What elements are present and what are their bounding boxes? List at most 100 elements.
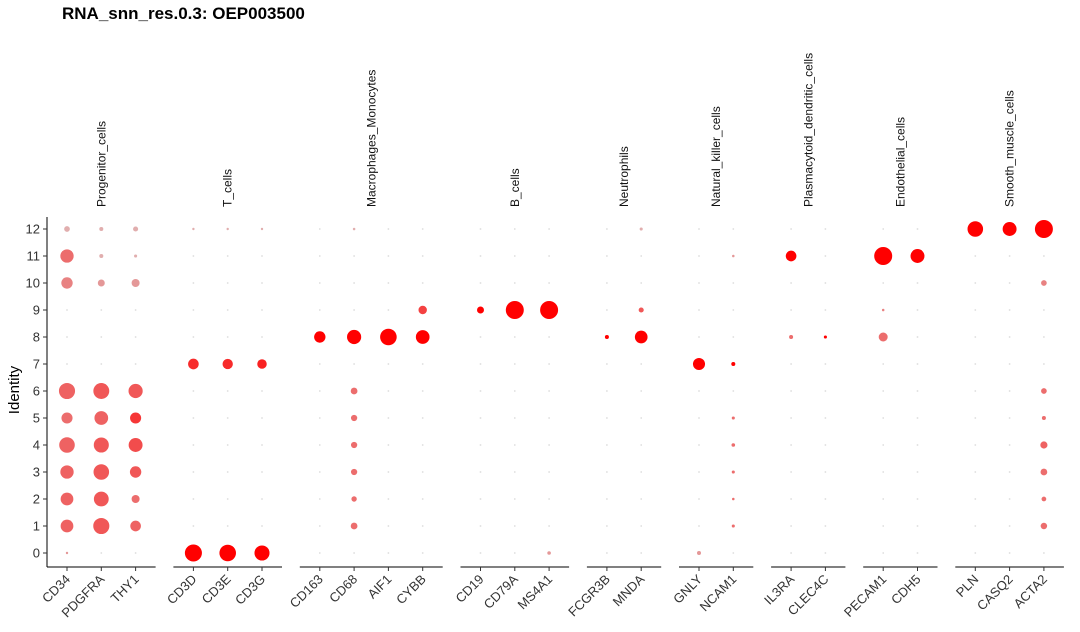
dot-cd68-id-3 — [350, 468, 358, 476]
empty-dot — [640, 255, 643, 257]
empty-dot — [698, 255, 700, 257]
empty-dot — [548, 525, 550, 527]
empty-dot — [1043, 255, 1045, 257]
empty-dot — [261, 282, 263, 284]
empty-dot — [824, 282, 827, 284]
dot-cd19-id-9 — [477, 306, 484, 314]
empty-dot — [606, 444, 608, 446]
dot-cd34-id-5 — [61, 412, 73, 424]
empty-dot — [513, 363, 516, 365]
y-tick-label-6: 6 — [33, 384, 40, 399]
empty-dot — [226, 282, 229, 284]
empty-dot — [261, 390, 263, 392]
empty-dot — [261, 444, 263, 446]
empty-dot — [824, 498, 827, 500]
empty-dot — [387, 498, 390, 500]
dot-cybb-id-8 — [415, 330, 430, 344]
empty-dot — [790, 444, 792, 446]
empty-dot — [732, 390, 735, 392]
empty-dot — [479, 228, 482, 230]
empty-dot — [479, 336, 482, 338]
empty-dot — [698, 525, 700, 527]
empty-dot — [479, 255, 482, 257]
empty-dot — [134, 363, 137, 365]
dot-ncam1-id-4 — [731, 443, 736, 447]
dot-cd34-id-0 — [65, 551, 69, 555]
empty-dot — [916, 525, 919, 527]
empty-dot — [606, 552, 608, 554]
empty-dot — [1008, 309, 1011, 311]
empty-dot — [548, 417, 550, 419]
chart-title: RNA_snn_res.0.3: OEP003500 — [62, 4, 305, 23]
empty-dot — [916, 363, 919, 365]
y-tick-label-4: 4 — [33, 438, 40, 453]
empty-dot — [882, 363, 885, 365]
dot-cd79a-id-9 — [505, 301, 524, 319]
dot-cd68-id-4 — [350, 441, 358, 449]
dot-thy1-id-11 — [134, 254, 138, 258]
empty-dot — [226, 525, 229, 527]
empty-dot — [974, 417, 977, 419]
empty-dot — [790, 552, 792, 554]
empty-dot — [548, 390, 550, 392]
empty-dot — [606, 525, 608, 527]
empty-dot — [261, 255, 263, 257]
dot-acta2-id-4 — [1040, 441, 1048, 449]
empty-dot — [824, 471, 827, 473]
empty-dot — [192, 309, 195, 311]
empty-dot — [916, 390, 919, 392]
empty-dot — [421, 471, 424, 473]
dot-cd163-id-8 — [314, 331, 326, 343]
empty-dot — [548, 444, 550, 446]
dot-thy1-id-3 — [129, 466, 142, 478]
empty-dot — [974, 444, 977, 446]
empty-dot — [606, 228, 608, 230]
empty-dot — [318, 471, 321, 473]
dot-ncam1-id-5 — [731, 416, 735, 420]
empty-dot — [732, 552, 735, 554]
empty-dot — [226, 309, 229, 311]
dot-cd68-id-2 — [351, 496, 357, 502]
empty-dot — [261, 336, 263, 338]
dot-cd3e-id-7 — [222, 358, 233, 370]
x-tick-label-casq2: CASQ2 — [974, 572, 1016, 614]
dot-pdgfra-id-11 — [99, 253, 104, 259]
empty-dot — [548, 471, 550, 473]
y-tick-label-3: 3 — [33, 465, 40, 480]
empty-dot — [192, 525, 195, 527]
empty-dot — [640, 552, 643, 554]
empty-dot — [974, 552, 977, 554]
dot-thy1-id-5 — [130, 412, 142, 424]
empty-dot — [974, 309, 977, 311]
empty-dot — [318, 255, 321, 257]
empty-dot — [640, 498, 643, 500]
x-tick-label-pln: PLN — [953, 572, 981, 600]
empty-dot — [698, 309, 700, 311]
x-tick-label-thy1: THY1 — [108, 572, 142, 606]
dot-cd34-id-4 — [59, 437, 75, 453]
empty-dot — [226, 498, 229, 500]
empty-dot — [318, 282, 321, 284]
dot-pdgfra-id-2 — [93, 491, 109, 507]
dot-pdgfra-id-10 — [97, 279, 105, 287]
axes-layer — [43, 217, 1064, 571]
dot-cd34-id-1 — [60, 519, 74, 533]
empty-dot — [387, 444, 390, 446]
x-tick-label-ncam1: NCAM1 — [697, 572, 740, 615]
x-tick-label-cybb: CYBB — [393, 572, 429, 608]
empty-dot — [421, 228, 424, 230]
x-tick-label-cd68: CD68 — [326, 572, 360, 606]
empty-dot — [134, 309, 137, 311]
empty-dot — [882, 417, 885, 419]
x-tick-label-cd3d: CD3D — [164, 572, 200, 608]
dot-cd34-id-10 — [61, 277, 73, 289]
dot-il3ra-id-8 — [789, 334, 794, 340]
empty-dot — [640, 363, 643, 365]
empty-dot — [387, 552, 390, 554]
dot-pdgfra-id-4 — [93, 437, 109, 453]
empty-dot — [387, 471, 390, 473]
empty-dot — [100, 363, 103, 365]
empty-dot — [640, 525, 643, 527]
empty-dot — [698, 498, 700, 500]
empty-dot — [353, 552, 355, 554]
